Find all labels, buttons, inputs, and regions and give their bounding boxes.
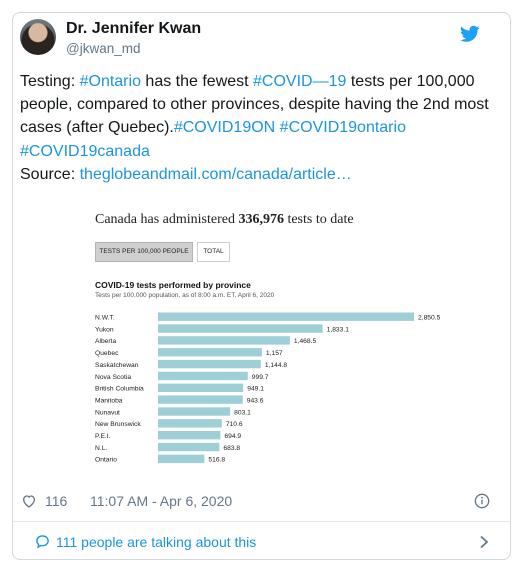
value-label: 1,468.5	[294, 338, 317, 345]
hashtag-link[interactable]: #COVID19ontario	[279, 119, 406, 137]
value-label: 516.8	[208, 457, 225, 464]
hashtag-link[interactable]: #COVID—19	[253, 73, 347, 90]
like-count[interactable]: 116	[45, 493, 68, 509]
talking-link[interactable]: 111 people are talking about this	[56, 534, 257, 550]
bar	[158, 371, 248, 381]
chart-title: COVID-19 tests performed by province	[95, 280, 251, 290]
category-label: Yukon	[95, 326, 114, 333]
bar	[158, 431, 221, 440]
category-label: N.W.T.	[95, 315, 115, 322]
category-label: Ontario	[95, 457, 117, 464]
bar	[158, 419, 222, 428]
tweet-text-segment: tests per 100,000 people, compared to ot…	[20, 73, 489, 137]
value-label: 1,157	[266, 350, 283, 357]
category-label: Manitoba	[95, 397, 123, 404]
chevron-right-icon[interactable]	[478, 535, 490, 549]
source-label: Source:	[20, 165, 80, 183]
divider	[13, 521, 510, 522]
category-label: N.L.	[95, 445, 107, 452]
tab-per-100000: TESTS PER 100,000 PEOPLE	[95, 242, 193, 262]
value-label: 803.1	[234, 409, 251, 416]
tweet-text-segment: Testing:	[20, 73, 80, 90]
tweet-text: Testing: #Ontario has the fewest #COVID—…	[20, 70, 490, 186]
category-label: P.E.I.	[95, 433, 111, 440]
category-label: Alberta	[95, 338, 116, 345]
avatar[interactable]	[20, 19, 56, 55]
bar	[158, 312, 414, 321]
category-label: Nova Scotia	[95, 374, 131, 381]
bar	[158, 395, 243, 404]
bar	[158, 442, 220, 452]
value-label: 710.6	[226, 421, 243, 428]
bar	[158, 359, 261, 369]
heart-icon[interactable]	[21, 493, 37, 509]
headline-number: 336,976	[238, 212, 284, 227]
bar	[158, 348, 262, 357]
author-handle[interactable]: @jkwan_md	[66, 41, 141, 56]
hashtag-link[interactable]: #COVID19canada	[20, 142, 150, 160]
hashtag-link[interactable]: #COVID19ON	[173, 119, 276, 137]
twitter-bird-icon[interactable]	[460, 25, 480, 43]
bar	[158, 336, 290, 345]
value-label: 999.7	[252, 374, 269, 381]
value-label: 694.9	[224, 433, 241, 440]
value-label: 1,144.8	[265, 362, 288, 369]
category-label: British Columbia	[95, 386, 144, 393]
bar	[158, 407, 231, 416]
tweet-text-segment: has the fewest	[140, 73, 254, 90]
tweet-body: Testing: #Ontario has the fewest #COVID—…	[20, 73, 489, 160]
category-label: Nunavut	[95, 409, 120, 416]
tweet-media-image[interactable]: Canada has administered 336,976 tests to…	[82, 201, 442, 481]
bar	[158, 454, 205, 464]
source-link[interactable]: theglobeandmail.com/canada/article…	[79, 165, 352, 183]
bar	[158, 324, 323, 333]
category-label: New Brunswick	[95, 421, 141, 428]
value-label: 1,833.1	[327, 326, 350, 333]
bar-chart: N.W.T. 2,850.5 Yukon 1,833.1 Alberta 1,468.5 Q…	[95, 312, 441, 464]
value-label: 949.1	[247, 386, 264, 393]
value-label: 943.6	[247, 397, 264, 404]
hashtag-link[interactable]: #Ontario	[79, 73, 141, 90]
value-label: 683.8	[223, 445, 240, 452]
headline-prefix: Canada has administered	[95, 212, 239, 227]
tab-total: TOTAL	[197, 242, 230, 262]
headline-suffix: tests to date	[283, 212, 354, 227]
category-label: Quebec	[95, 350, 119, 357]
media-headline: Canada has administered 336,976 tests to…	[95, 212, 354, 228]
category-label: Saskatchewan	[95, 362, 139, 369]
value-label: 2,850.5	[418, 315, 441, 322]
timestamp[interactable]: 11:07 AM - Apr 6, 2020	[90, 493, 233, 509]
chart-subtitle: Tests per 100,000 population, as of 8:00…	[95, 292, 275, 299]
bar	[158, 383, 244, 392]
tweet-card[interactable]	[12, 12, 511, 560]
author-name[interactable]: Dr. Jennifer Kwan	[66, 20, 202, 37]
speech-bubble-icon[interactable]	[35, 534, 50, 549]
info-icon[interactable]	[474, 493, 490, 509]
